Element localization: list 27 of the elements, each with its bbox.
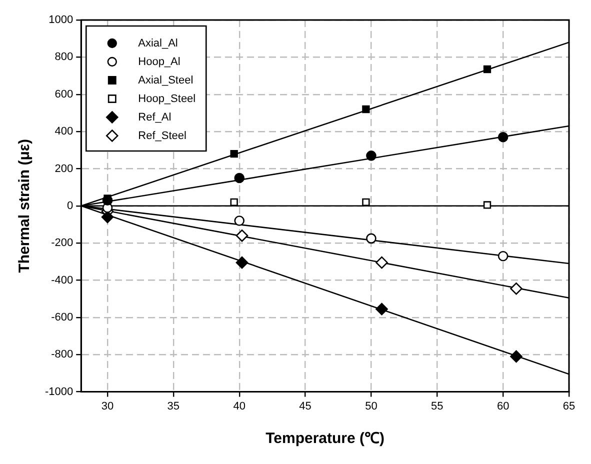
legend-label: Axial_Steel	[138, 74, 194, 86]
x-tick-label: 40	[233, 400, 246, 412]
x-tick-label: 50	[365, 400, 378, 412]
x-tick-label: 35	[167, 400, 180, 412]
y-tick-label: -400	[51, 274, 74, 286]
y-tick-label: 800	[54, 51, 74, 64]
y-tick-label: -600	[51, 311, 74, 324]
legend-label: Hoop_Steel	[138, 92, 196, 105]
y-tick-label: -1000	[44, 386, 74, 398]
y-tick-label: 400	[54, 126, 74, 138]
y-tick-label: 200	[54, 162, 74, 175]
y-tick-label: 1000	[48, 14, 74, 26]
x-tick-label: 60	[496, 400, 510, 412]
y-tick-label: -800	[51, 348, 74, 361]
legend-label: Ref_Steel	[138, 130, 186, 142]
x-axis-title: Temperature (℃)	[266, 430, 385, 448]
x-tick-label: 55	[431, 400, 444, 412]
legend-label: Hoop_Al	[138, 56, 180, 68]
x-tick-label: 65	[562, 400, 576, 412]
y-tick-label: 600	[54, 88, 74, 100]
legend-label: Ref_Al	[138, 111, 172, 124]
y-axis-title: Thermal strain (με)	[16, 138, 34, 273]
y-tick-label: 0	[67, 200, 74, 212]
legend-label: Axial_Al	[138, 37, 178, 50]
y-tick-label: -200	[51, 237, 74, 250]
x-tick-label: 30	[101, 400, 114, 412]
x-tick-label: 45	[299, 400, 312, 412]
